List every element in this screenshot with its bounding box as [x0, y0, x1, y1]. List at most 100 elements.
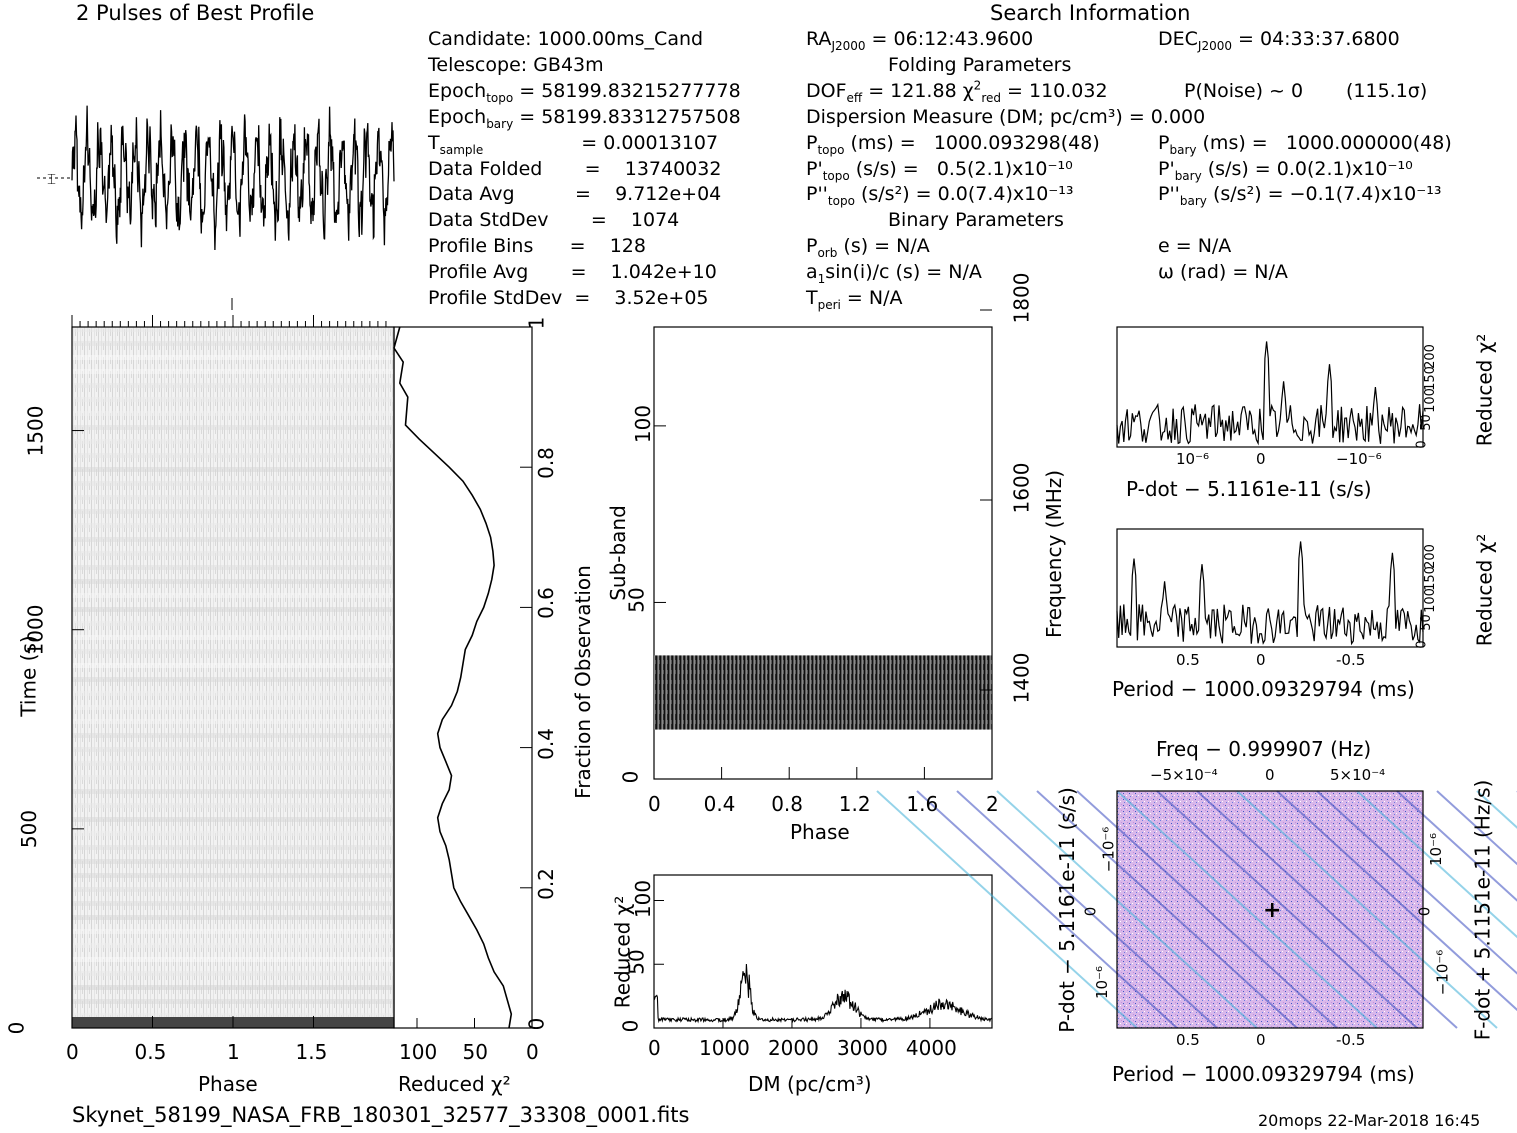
chi-red-value: = 110.032	[1000, 80, 1108, 102]
epoch-bary-line: Epochbary = 58199.83312757508	[428, 106, 741, 131]
time-phase-band	[72, 411, 394, 416]
ppdot-ytick-label: 0	[1081, 906, 1100, 917]
dm-xtick-label: 4000	[905, 1036, 957, 1060]
tp-xlabel: Phase	[198, 1072, 258, 1096]
ct-ytick-label: 0.8	[533, 447, 558, 480]
ra-value: = 06:12:43.9600	[865, 28, 1034, 50]
p-topo-line: Ptopo (ms) = 1000.093298(48)	[806, 132, 1100, 157]
period-ytick-label: 200	[1422, 544, 1438, 569]
ppdot-stripe	[1396, 790, 1517, 902]
sb-ytick-label: 50	[624, 587, 649, 614]
pdot-ylabel: Reduced χ²	[1472, 333, 1497, 447]
ppdot-xlabel: Period − 1000.09329794 (ms)	[1112, 1062, 1415, 1086]
subband-frequency-ticks	[980, 309, 992, 691]
time-phase-band	[72, 327, 394, 332]
ppdot-xtick-top-label: 0	[1265, 766, 1275, 784]
t-sample-value: = 0.00013107	[581, 132, 719, 154]
period-chi-frame	[1116, 528, 1424, 648]
a1-line: a1sin(i)/c (s) = N/A	[806, 261, 982, 286]
dm-xticks	[653, 1018, 931, 1028]
time-phase-band	[72, 901, 394, 906]
ppdot-ytick-right-label: 10⁻⁶	[1427, 832, 1446, 867]
epoch-bary-value: = 58199.83312757508	[519, 106, 741, 128]
time-phase-band	[72, 929, 394, 934]
dm-ytick-label: 0	[618, 1019, 643, 1033]
time-phase-band	[72, 677, 394, 682]
ppdot-ytick-label: −10⁻⁶	[1099, 826, 1118, 873]
dm-line: Dispersion Measure (DM; pc/cm³) = 0.000	[806, 106, 1206, 128]
ct-xtick-label: 100	[399, 1040, 438, 1064]
pdot-topo-value: (s/s) = 0.5(2.1)x10⁻¹⁰	[849, 158, 1073, 180]
tp-xtick-label: 1	[227, 1040, 240, 1064]
pdot-chi-line	[1116, 341, 1424, 446]
ppdot-stripe	[1316, 790, 1517, 975]
ct-ytick-label: 1	[524, 316, 549, 330]
pdot-ytick-label: 100	[1422, 388, 1438, 413]
pdot-bary-line: P'bary (s/s) = 0.0(2.1)x10⁻¹⁰	[1158, 158, 1413, 183]
ppdot-stripes	[876, 790, 1517, 1029]
ppdot-stripe	[1076, 790, 1338, 1029]
ppdot-best-marker: +	[1263, 898, 1281, 923]
ct-ytick-label: 0	[524, 1017, 549, 1031]
time-phase-band	[72, 537, 394, 542]
sb-ftick-label: 1400	[1009, 652, 1034, 704]
sb-ytick-label: 0	[618, 770, 643, 784]
dof-line: DOFeff = 121.88 χ2red = 110.032	[806, 78, 1108, 105]
ra-line: RAJ2000 = 06:12:43.9600	[806, 28, 1034, 53]
subband-image	[654, 655, 992, 730]
dm-frame	[653, 874, 993, 1029]
time-phase-band	[72, 957, 394, 962]
sb-y2label: Frequency (MHz)	[1042, 469, 1067, 639]
time-phase-band	[72, 607, 394, 612]
pdot-ytick-label: 50	[1418, 414, 1434, 431]
ppdot-panel: +	[876, 790, 1517, 1029]
time-phase-band	[72, 481, 394, 486]
freq-title: Freq − 0.999907 (Hz)	[1156, 737, 1372, 761]
time-phase-band	[72, 341, 394, 346]
folding-title: Folding Parameters	[888, 54, 1072, 76]
time-phase-band	[72, 397, 394, 402]
tp-ytick-label: 1000	[23, 604, 48, 656]
time-phase-band	[72, 985, 394, 990]
epoch-topo-line: Epochtopo = 58199.83215277778	[428, 80, 741, 105]
time-phase-band	[72, 943, 394, 948]
time-phase-band	[72, 719, 394, 724]
ppdot-stripe	[1116, 790, 1378, 1029]
chi-time-frame	[393, 326, 533, 1029]
time-phase-band	[72, 621, 394, 626]
time-phase-yticks	[72, 430, 84, 1029]
sb-xtick-label: 0.4	[703, 792, 736, 816]
period-ytick-label: 0	[1414, 640, 1430, 649]
pdot-xlabel: P-dot − 5.1161e-11 (s/s)	[1126, 477, 1372, 501]
binary-title: Binary Parameters	[888, 209, 1064, 231]
time-phase-band	[72, 747, 394, 752]
p-orb-line: Porb (s) = N/A	[806, 235, 930, 260]
time-phase-band	[72, 579, 394, 584]
dm-ytick-label: 100	[631, 879, 656, 918]
time-phase-xticks	[71, 315, 387, 1028]
time-phase-band	[72, 383, 394, 388]
telescope-line: Telescope: GB43m	[428, 54, 604, 76]
ct-ytick-label: 0.2	[533, 867, 558, 900]
pdot-topo-line: P'topo (s/s) = 0.5(2.1)x10⁻¹⁰	[806, 158, 1073, 183]
time-phase-band	[72, 831, 394, 836]
data-avg-line: Data Avg = 9.712e+04	[428, 183, 722, 205]
tp-ytick-label: 500	[17, 809, 42, 848]
pddot-topo-line: P''topo (s/s²) = 0.0(7.4)x10⁻¹³	[806, 183, 1074, 208]
dm-xtick-label: 0	[648, 1036, 661, 1060]
ppdot-ytick-right-label: −10⁻⁶	[1433, 949, 1452, 996]
time-phase-band	[72, 859, 394, 864]
pdot-xtick-label: −10⁻⁶	[1336, 450, 1382, 468]
ppdot-xtick-label: 0	[1256, 1031, 1266, 1049]
p-noise: P(Noise) ~ 0	[1184, 80, 1304, 102]
tp-ytick-label: 0	[4, 1021, 29, 1035]
candidate-line: Candidate: 1000.00ms_Cand	[428, 28, 704, 50]
dm-yticks	[654, 900, 664, 1029]
chi-time-yticks	[520, 326, 532, 1029]
dm-xtick-label: 3000	[836, 1036, 888, 1060]
data-stddev-line: Data StdDev = 1074	[428, 209, 680, 231]
dec-value: = 04:33:37.6800	[1231, 28, 1400, 50]
ppdot-ylabel: P-dot − 5.1161e-11 (s/s)	[1054, 787, 1079, 1033]
pddot-topo-value: (s/s²) = 0.0(7.4)x10⁻¹³	[854, 183, 1074, 205]
time-phase-band	[72, 565, 394, 570]
